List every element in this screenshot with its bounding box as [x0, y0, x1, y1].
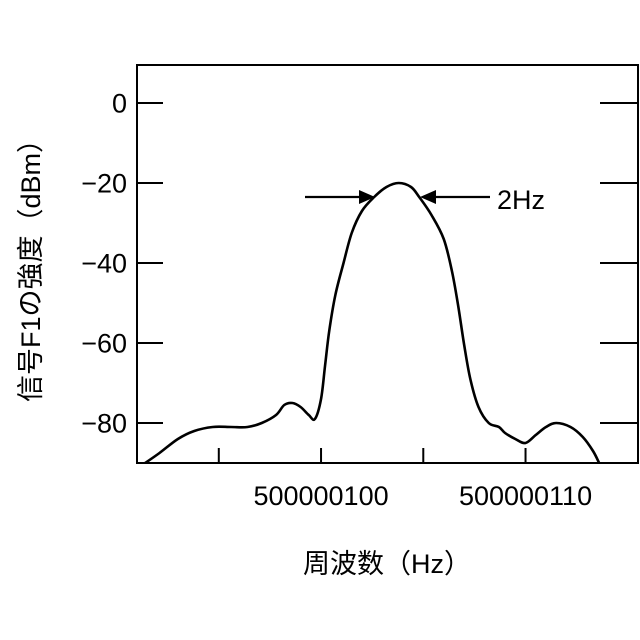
- y-axis-label: 信号F1の強度（dBm）: [16, 126, 46, 402]
- plot-frame: [136, 64, 639, 464]
- y-tick-label: 0: [112, 89, 127, 119]
- y-tick-label: −80: [81, 409, 127, 439]
- axes: 0 −20 −40 −60 −80 500000100 500000110: [81, 64, 639, 511]
- left-arrowhead: [359, 190, 375, 204]
- series-line: [143, 181, 601, 463]
- x-tick-label: 500000110: [459, 481, 592, 511]
- width-annotation: 2Hz: [305, 185, 545, 215]
- y-tick-label: −60: [81, 329, 127, 359]
- y-tick-label: −20: [81, 169, 127, 199]
- x-axis-label: 周波数（Hz）: [303, 549, 471, 579]
- annotation-label: 2Hz: [497, 185, 545, 215]
- series-layer: [143, 181, 601, 463]
- y-tick-label: −40: [81, 249, 127, 279]
- x-tick-label: 500000100: [253, 481, 388, 511]
- right-arrowhead: [420, 190, 436, 204]
